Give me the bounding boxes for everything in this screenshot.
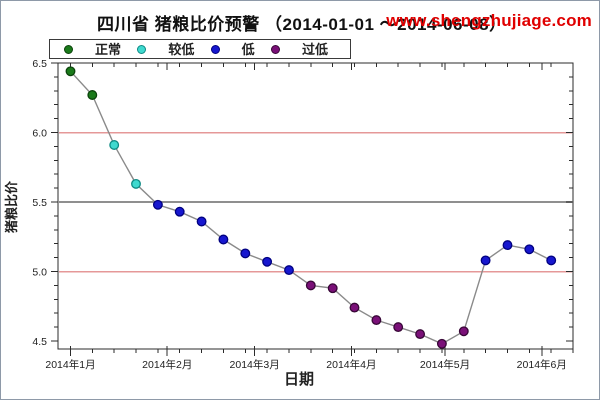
data-point xyxy=(240,248,251,259)
legend-item-1: 较低 xyxy=(137,43,194,56)
y-axis-title: 猪粮比价 xyxy=(4,180,19,234)
data-point xyxy=(131,178,141,189)
data-point xyxy=(305,280,316,291)
data-point xyxy=(393,322,404,333)
data-point xyxy=(284,265,294,276)
y-tick-label: 6.5 xyxy=(32,58,47,70)
data-point xyxy=(196,216,207,227)
x-tick-label: 2014年5月 xyxy=(420,358,470,371)
data-point xyxy=(458,326,469,337)
legend-item-3: 过低 xyxy=(270,41,328,57)
legend-item-label: 正常 xyxy=(95,41,122,57)
y-tick-label: 6.0 xyxy=(32,128,47,140)
data-point xyxy=(480,255,491,266)
data-point xyxy=(109,140,120,150)
data-point xyxy=(65,66,76,77)
data-point xyxy=(87,90,98,100)
legend-item-label: 低 xyxy=(241,41,255,57)
data-point xyxy=(546,255,557,266)
chart-title: 四川省 猪粮比价预警 （2014-01-01 ～2014-06-08） xyxy=(97,15,507,34)
data-point xyxy=(174,206,185,217)
legend-dot-icon xyxy=(137,44,147,54)
legend-dot-icon xyxy=(64,44,73,54)
legend-item-0: 正常 xyxy=(64,43,121,56)
x-tick-label: 2014年6月 xyxy=(517,358,567,371)
legend-item-label: 过低 xyxy=(301,41,328,57)
y-tick-label: 5.0 xyxy=(32,267,47,279)
data-point xyxy=(524,244,535,255)
series-line xyxy=(69,70,552,345)
data-point xyxy=(262,256,273,267)
plot-frame xyxy=(57,62,574,350)
y-tick-label: 5.5 xyxy=(32,197,47,209)
data-point xyxy=(218,234,229,245)
legend-item-label: 较低 xyxy=(168,41,195,57)
x-tick-label: 2014年1月 xyxy=(45,358,95,371)
data-point xyxy=(349,302,360,313)
legend-dot-icon xyxy=(210,44,220,54)
watermark-url: www.shengzhujiage.com xyxy=(386,11,592,30)
data-point xyxy=(502,240,513,251)
y-tick-label: 4.5 xyxy=(32,336,47,348)
data-point xyxy=(152,199,163,210)
x-tick-label: 2014年2月 xyxy=(142,358,192,371)
data-point xyxy=(327,283,338,294)
x-tick-label: 2014年4月 xyxy=(326,358,376,371)
x-axis-title: 日期 xyxy=(284,370,314,388)
legend-item-2: 低 xyxy=(210,41,255,57)
x-tick-label: 2014年3月 xyxy=(230,358,280,371)
data-point xyxy=(436,338,447,349)
legend-dot-icon xyxy=(270,44,280,54)
data-point xyxy=(371,315,382,326)
data-point xyxy=(415,329,426,340)
legend: 正常 较低 低 过低 xyxy=(49,39,351,59)
